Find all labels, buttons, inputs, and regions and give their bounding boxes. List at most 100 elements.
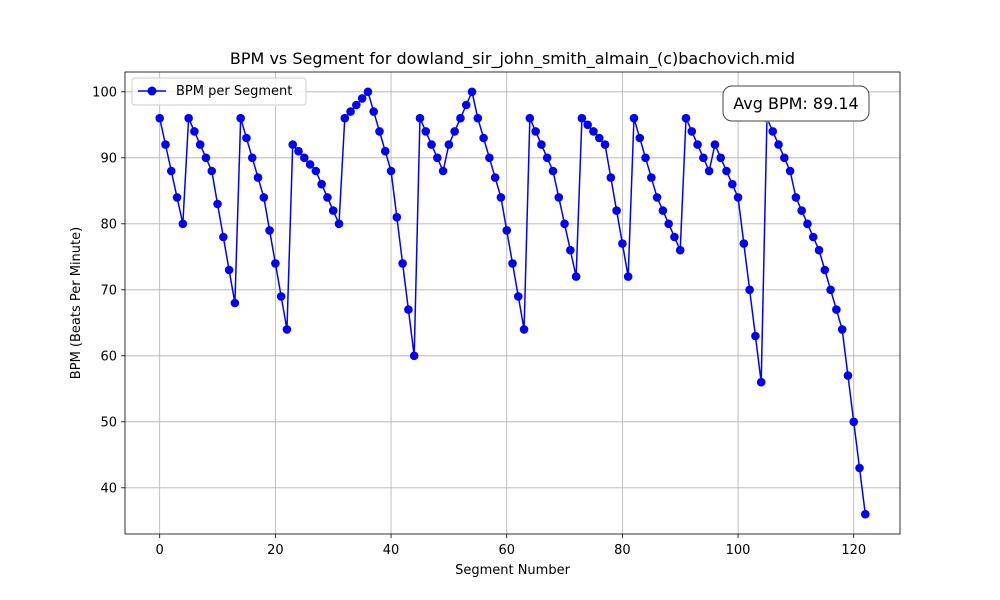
data-point bbox=[832, 305, 841, 314]
axes: 0 20 40 60 80 100 120 40 50 60 70 80 90 100 bbox=[92, 71, 901, 558]
data-point bbox=[305, 160, 315, 169]
data-point bbox=[161, 140, 170, 149]
data-point bbox=[513, 292, 523, 301]
data-point bbox=[577, 113, 587, 123]
data-point bbox=[479, 133, 488, 143]
data-point bbox=[704, 166, 714, 176]
grid bbox=[125, 72, 900, 534]
data-point bbox=[369, 107, 378, 116]
data-point bbox=[294, 146, 303, 156]
y-tick-label: 50 bbox=[100, 415, 117, 430]
data-point bbox=[357, 94, 367, 103]
data-point bbox=[849, 417, 859, 427]
y-axis-label: BPM (Beats Per Minute) bbox=[69, 227, 84, 379]
x-axis-label: Segment Number bbox=[455, 563, 571, 578]
data-point bbox=[768, 127, 778, 136]
data-point bbox=[560, 219, 569, 229]
data-point bbox=[456, 113, 465, 123]
data-point bbox=[548, 166, 558, 176]
data-point bbox=[190, 127, 199, 136]
data-point bbox=[791, 193, 801, 202]
data-point bbox=[571, 272, 581, 281]
legend-box bbox=[131, 77, 307, 106]
data-point bbox=[745, 285, 754, 295]
data-point bbox=[780, 153, 789, 163]
data-point bbox=[600, 140, 610, 149]
y-tick-label: 70 bbox=[100, 283, 117, 298]
data-point bbox=[647, 173, 656, 182]
data-point bbox=[172, 193, 182, 202]
data-point bbox=[681, 113, 691, 123]
data-point bbox=[236, 113, 245, 123]
data-point bbox=[386, 166, 396, 176]
data-point bbox=[271, 259, 280, 268]
data-point bbox=[334, 219, 344, 229]
data-point bbox=[265, 226, 274, 235]
data-point bbox=[797, 206, 806, 215]
data-point bbox=[699, 153, 708, 163]
data-point bbox=[537, 140, 546, 149]
data-point bbox=[635, 133, 645, 143]
data-point bbox=[259, 193, 269, 202]
data-point bbox=[496, 193, 506, 202]
data-point bbox=[693, 140, 702, 149]
data-point bbox=[415, 113, 425, 123]
data-point bbox=[860, 509, 870, 519]
data-point bbox=[485, 153, 494, 163]
data-point bbox=[803, 219, 812, 229]
x-tick-label: 0 bbox=[156, 543, 164, 558]
data-point bbox=[658, 206, 668, 215]
annotation-text: Avg BPM: 89.14 bbox=[733, 94, 858, 113]
data-point bbox=[820, 265, 830, 275]
plot-frame bbox=[124, 71, 901, 535]
data-point bbox=[276, 292, 286, 301]
data-point bbox=[409, 351, 419, 361]
data-point bbox=[774, 140, 783, 149]
data-point bbox=[606, 173, 616, 182]
data-point bbox=[814, 245, 824, 255]
data-point bbox=[733, 193, 743, 202]
data-point bbox=[594, 133, 604, 143]
data-point bbox=[623, 272, 633, 281]
legend-marker-sample bbox=[147, 86, 157, 96]
data-point bbox=[583, 120, 592, 130]
data-point bbox=[282, 325, 292, 334]
data-point bbox=[612, 206, 621, 215]
data-point bbox=[317, 179, 326, 189]
data-point bbox=[195, 140, 205, 149]
data-point bbox=[727, 179, 737, 189]
data-point bbox=[490, 173, 500, 182]
data-point bbox=[219, 232, 228, 242]
data-point bbox=[502, 226, 512, 235]
data-point bbox=[242, 133, 251, 143]
y-tick-label: 90 bbox=[100, 151, 117, 166]
data-point bbox=[166, 166, 176, 176]
data-point bbox=[380, 146, 390, 156]
x-tick-label: 80 bbox=[614, 543, 631, 558]
data-point bbox=[444, 140, 454, 149]
data-point bbox=[299, 153, 309, 163]
data-point bbox=[467, 87, 477, 97]
data-point bbox=[421, 127, 431, 136]
data-point bbox=[184, 113, 193, 123]
y-tick-label: 80 bbox=[100, 217, 117, 232]
data-point bbox=[675, 245, 685, 255]
data-point bbox=[375, 127, 384, 136]
data-point bbox=[589, 127, 598, 136]
legend-entry-label: BPM per Segment bbox=[176, 84, 292, 99]
data-point bbox=[629, 113, 639, 123]
y-tick-label: 100 bbox=[92, 85, 117, 100]
data-point bbox=[508, 259, 517, 268]
data-point bbox=[618, 239, 627, 248]
annotation-box bbox=[722, 85, 870, 122]
data-point bbox=[461, 100, 471, 110]
data-point bbox=[213, 199, 222, 209]
legend: BPM per Segment bbox=[131, 77, 307, 106]
x-tick-label: 40 bbox=[383, 543, 400, 558]
data-point bbox=[710, 140, 720, 149]
data-point bbox=[473, 113, 483, 123]
data-point bbox=[808, 232, 818, 242]
data-point bbox=[843, 371, 853, 380]
data-point bbox=[438, 166, 448, 176]
